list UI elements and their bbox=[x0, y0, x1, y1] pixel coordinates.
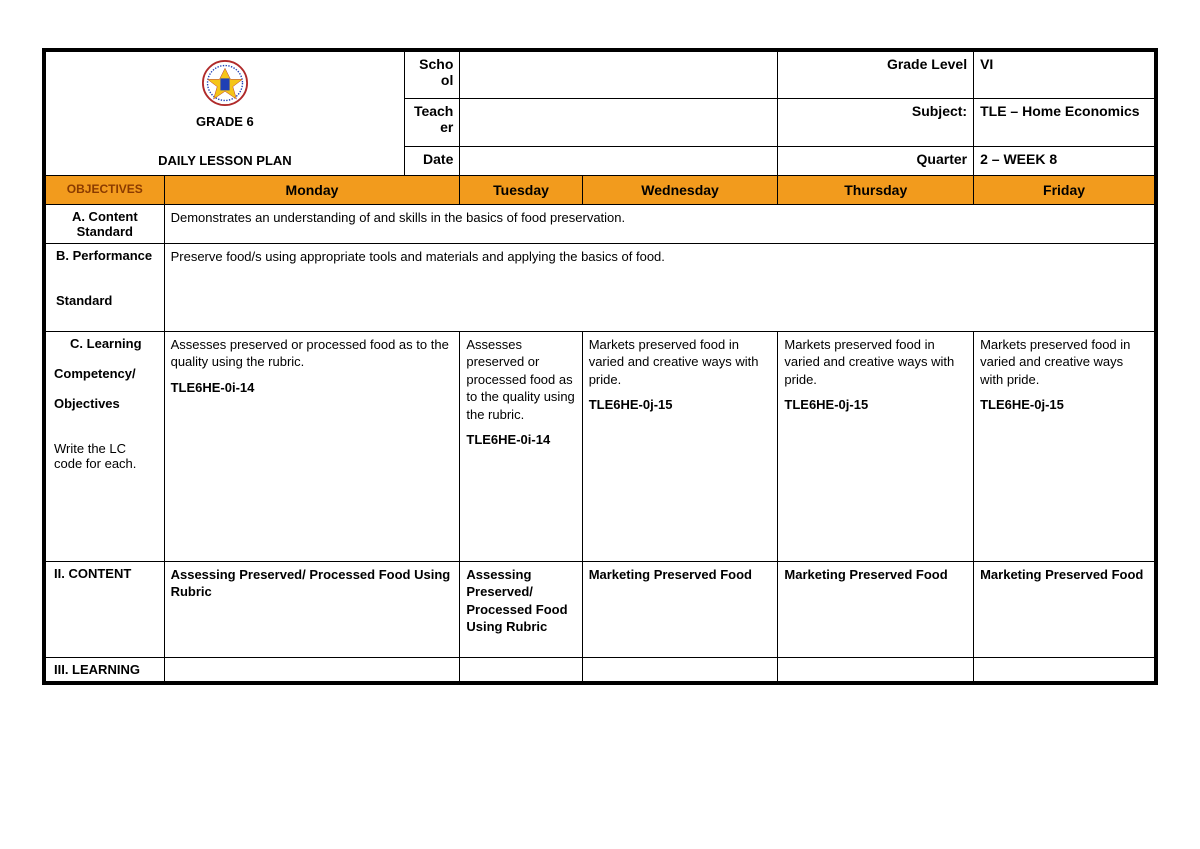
teacher-value bbox=[460, 99, 778, 146]
lc-wed-code: TLE6HE-0j-15 bbox=[589, 396, 772, 414]
teacher-label: Teacher bbox=[404, 99, 460, 146]
lc-fri-code: TLE6HE-0j-15 bbox=[980, 396, 1148, 414]
day-friday: Friday bbox=[974, 175, 1156, 204]
school-value bbox=[460, 50, 778, 99]
objectives-heading: OBJECTIVES bbox=[44, 175, 164, 204]
day-wednesday: Wednesday bbox=[582, 175, 778, 204]
subject-label: Subject: bbox=[778, 99, 974, 146]
quarter-value: 2 – WEEK 8 bbox=[974, 146, 1156, 175]
performance-standard-label: B. Performance Standard bbox=[44, 243, 164, 331]
lc-mon: Assesses preserved or processed food as … bbox=[164, 331, 460, 561]
content-standard-row: A. Content Standard Demonstrates an unde… bbox=[44, 204, 1156, 243]
lc-tue: Assesses preserved or processed food as … bbox=[460, 331, 582, 561]
subject-value: TLE – Home Economics bbox=[974, 99, 1156, 146]
seal-logo-icon bbox=[202, 60, 248, 106]
learning-tue bbox=[460, 657, 582, 683]
date-value bbox=[460, 146, 778, 175]
content-wed: Marketing Preserved Food bbox=[582, 561, 778, 657]
lc-thu: Markets preserved food in varied and cre… bbox=[778, 331, 974, 561]
lc-tue-code: TLE6HE-0i-14 bbox=[466, 431, 575, 449]
learning-label: III. LEARNING bbox=[44, 657, 164, 683]
school-label: School bbox=[404, 50, 460, 99]
perf-label-1: B. Performance bbox=[56, 248, 152, 263]
content-thu: Marketing Preserved Food bbox=[778, 561, 974, 657]
date-label: Date bbox=[404, 146, 460, 175]
lc-label-0: C. Learning bbox=[54, 336, 158, 351]
content-tue: Assessing Preserved/ Processed Food Usin… bbox=[460, 561, 582, 657]
lc-mon-code: TLE6HE-0i-14 bbox=[171, 379, 454, 397]
lc-label-2: Objectives bbox=[54, 396, 120, 411]
lc-label-3: Write the LC code for each. bbox=[54, 441, 136, 471]
performance-standard-row: B. Performance Standard Preserve food/s … bbox=[44, 243, 1156, 331]
learning-wed bbox=[582, 657, 778, 683]
day-monday: Monday bbox=[164, 175, 460, 204]
lc-wed: Markets preserved food in varied and cre… bbox=[582, 331, 778, 561]
grade-level-value: VI bbox=[974, 50, 1156, 99]
plan-title: DAILY LESSON PLAN bbox=[158, 153, 292, 168]
quarter-label: Quarter bbox=[778, 146, 974, 175]
content-fri: Marketing Preserved Food bbox=[974, 561, 1156, 657]
day-thursday: Thursday bbox=[778, 175, 974, 204]
days-header-row: OBJECTIVES Monday Tuesday Wednesday Thur… bbox=[44, 175, 1156, 204]
performance-standard-text: Preserve food/s using appropriate tools … bbox=[164, 243, 1156, 331]
content-row: II. CONTENT Assessing Preserved/ Process… bbox=[44, 561, 1156, 657]
learning-competency-label: C. Learning Competency/ Objectives Write… bbox=[44, 331, 164, 561]
perf-label-2: Standard bbox=[56, 293, 112, 308]
learning-fri bbox=[974, 657, 1156, 683]
learning-row: III. LEARNING bbox=[44, 657, 1156, 683]
lc-fri-text: Markets preserved food in varied and cre… bbox=[980, 337, 1130, 387]
lc-thu-text: Markets preserved food in varied and cre… bbox=[784, 337, 954, 387]
logo-title-cell: GRADE 6 DAILY LESSON PLAN bbox=[44, 50, 404, 175]
header-row-1: GRADE 6 DAILY LESSON PLAN School Grade L… bbox=[44, 50, 1156, 99]
content-standard-text: Demonstrates an understanding of and ski… bbox=[164, 204, 1156, 243]
lesson-plan-table: GRADE 6 DAILY LESSON PLAN School Grade L… bbox=[42, 48, 1158, 685]
grade-title: GRADE 6 bbox=[196, 114, 254, 129]
day-tuesday: Tuesday bbox=[460, 175, 582, 204]
learning-mon bbox=[164, 657, 460, 683]
content-mon: Assessing Preserved/ Processed Food Usin… bbox=[164, 561, 460, 657]
learning-competency-row: C. Learning Competency/ Objectives Write… bbox=[44, 331, 1156, 561]
lc-mon-text: Assesses preserved or processed food as … bbox=[171, 337, 449, 370]
lc-tue-text: Assesses preserved or processed food as … bbox=[466, 337, 574, 422]
lc-wed-text: Markets preserved food in varied and cre… bbox=[589, 337, 759, 387]
content-standard-label: A. Content Standard bbox=[44, 204, 164, 243]
lc-fri: Markets preserved food in varied and cre… bbox=[974, 331, 1156, 561]
content-label: II. CONTENT bbox=[44, 561, 164, 657]
lc-thu-code: TLE6HE-0j-15 bbox=[784, 396, 967, 414]
grade-level-label: Grade Level bbox=[778, 50, 974, 99]
learning-thu bbox=[778, 657, 974, 683]
lc-label-1: Competency/ bbox=[54, 366, 136, 381]
